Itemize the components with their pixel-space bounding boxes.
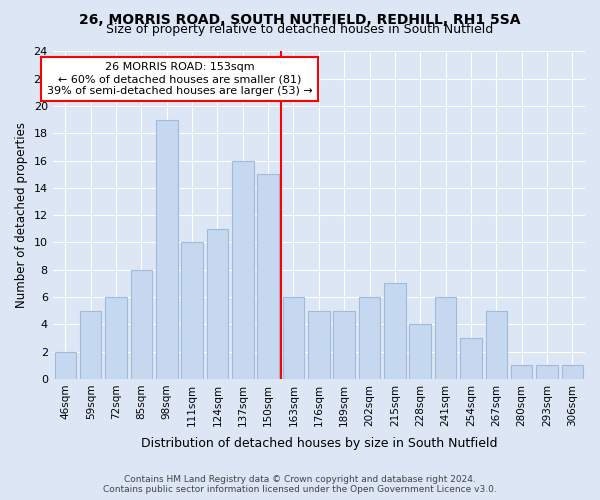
Bar — [562, 366, 583, 379]
Bar — [55, 352, 76, 379]
Bar — [359, 297, 380, 379]
Bar — [131, 270, 152, 379]
Bar — [384, 284, 406, 379]
Bar — [409, 324, 431, 379]
Bar — [511, 366, 532, 379]
Bar — [283, 297, 304, 379]
X-axis label: Distribution of detached houses by size in South Nutfield: Distribution of detached houses by size … — [140, 437, 497, 450]
Text: 26, MORRIS ROAD, SOUTH NUTFIELD, REDHILL, RH1 5SA: 26, MORRIS ROAD, SOUTH NUTFIELD, REDHILL… — [79, 12, 521, 26]
Text: 26 MORRIS ROAD: 153sqm
← 60% of detached houses are smaller (81)
39% of semi-det: 26 MORRIS ROAD: 153sqm ← 60% of detached… — [47, 62, 312, 96]
Text: Contains HM Land Registry data © Crown copyright and database right 2024.
Contai: Contains HM Land Registry data © Crown c… — [103, 474, 497, 494]
Bar — [536, 366, 558, 379]
Bar — [460, 338, 482, 379]
Bar — [156, 120, 178, 379]
Bar — [308, 310, 329, 379]
Bar — [435, 297, 457, 379]
Bar — [206, 229, 228, 379]
Bar — [334, 310, 355, 379]
Bar — [232, 160, 254, 379]
Text: Size of property relative to detached houses in South Nutfield: Size of property relative to detached ho… — [106, 22, 494, 36]
Y-axis label: Number of detached properties: Number of detached properties — [15, 122, 28, 308]
Bar — [485, 310, 507, 379]
Bar — [181, 242, 203, 379]
Bar — [80, 310, 101, 379]
Bar — [105, 297, 127, 379]
Bar — [257, 174, 279, 379]
